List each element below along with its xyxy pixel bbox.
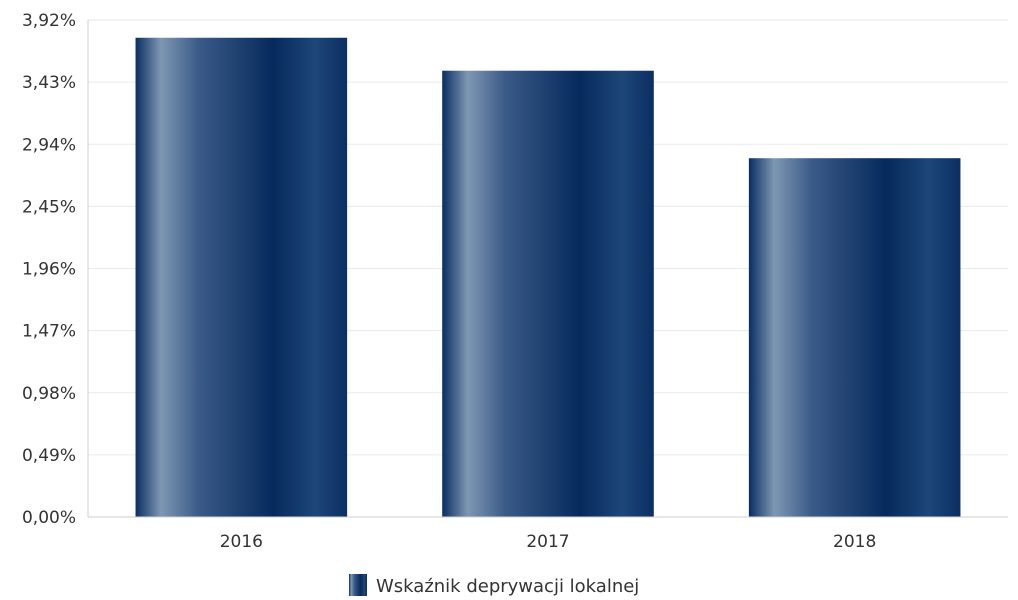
y-tick-label: 0,49%	[22, 446, 76, 466]
y-tick-label: 1,47%	[22, 322, 76, 342]
y-axis-ticks: 0,00% 0,49% 0,98% 1,47% 1,96% 2,45% 2,94% 3,43%…	[22, 11, 76, 528]
y-tick-label: 2,45%	[22, 197, 76, 217]
x-axis-ticks: 2016 2017 2018	[220, 532, 877, 552]
legend-swatch	[349, 574, 367, 596]
x-tick-label: 2018	[833, 532, 876, 552]
bars	[135, 37, 961, 518]
y-tick-label: 1,96%	[22, 260, 76, 280]
y-tick-label: 0,00%	[22, 508, 76, 528]
axes	[87, 20, 1008, 518]
bar-2016[interactable]	[135, 37, 348, 517]
y-tick-label: 3,92%	[22, 11, 76, 31]
y-tick-label: 2,94%	[22, 135, 76, 155]
legend[interactable]: Wskaźnik deprywacji lokalnej	[349, 574, 639, 597]
bar-2017[interactable]	[442, 70, 654, 517]
y-tick-label: 3,43%	[22, 73, 76, 93]
x-tick-label: 2017	[526, 532, 569, 552]
x-tick-label: 2016	[220, 532, 263, 552]
y-tick-label: 0,98%	[22, 384, 76, 404]
bar-2018[interactable]	[748, 158, 961, 518]
legend-label: Wskaźnik deprywacji lokalnej	[376, 576, 639, 597]
